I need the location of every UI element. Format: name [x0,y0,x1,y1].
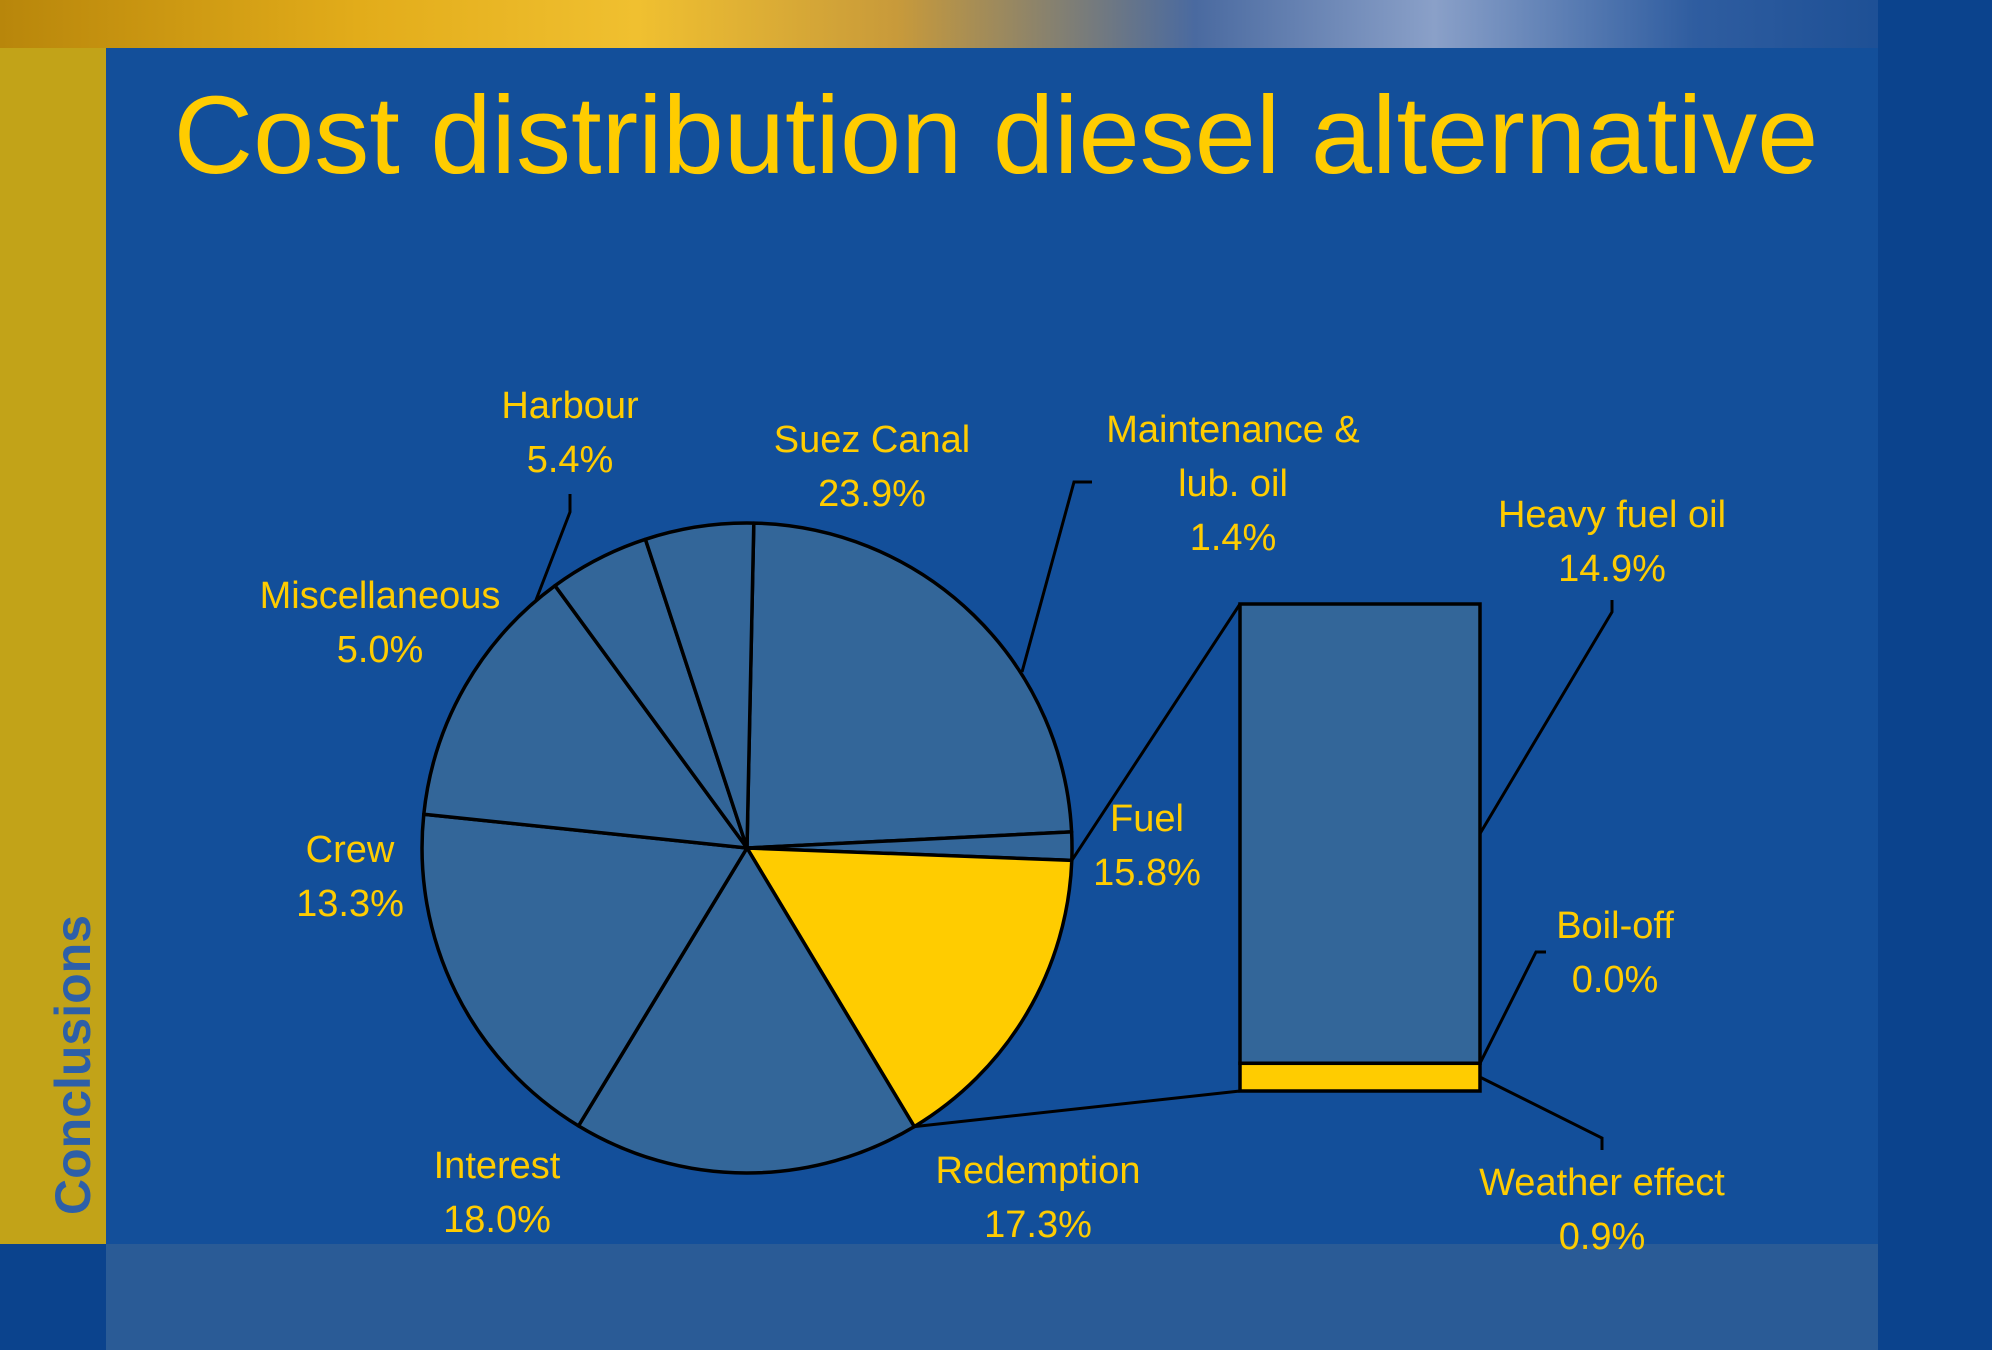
slice-label-redemption: Redemption [936,1150,1141,1192]
slice-label-harbour: Harbour [501,385,639,427]
pie-slice-fuel [745,846,1074,1129]
left-strip-bottom [0,1244,106,1350]
connector-line-bottom [914,1089,1241,1129]
bar-label-heavy-fuel-oil: Heavy fuel oil [1498,494,1726,536]
slice-value-miscellaneous: 5.0% [337,629,424,671]
pie-slice-harbour [643,521,756,850]
pie-chart: Suez Canal 23.9% Maintenance & lub. oil 1.4%… [260,385,1360,1246]
bar-leader-boil-off [1478,950,1546,1064]
pie-slice-crew [422,583,749,850]
pie-slice-redemption [576,846,917,1175]
leader-line-maintenance [1020,480,1092,673]
pie-slice-interest [420,812,749,1128]
bar-value-boil-off: 0.0% [1572,959,1659,1001]
bar-segment-heavy-fuel-oil [1238,602,1482,1066]
slice-value-crew: 13.3% [296,883,404,925]
slice-label-maintenance: Maintenance & [1106,409,1360,451]
top-banner [0,0,1992,48]
leader-line-harbour [534,494,572,601]
bar-value-heavy-fuel-oil: 14.9% [1558,548,1666,590]
bar-label-weather-effect: Weather effect [1479,1162,1725,1204]
slice-value-redemption: 17.3% [984,1204,1092,1246]
slice-value-harbour: 5.4% [527,439,614,481]
connector-line-top [1070,603,1242,862]
slice-value-fuel: 15.8% [1093,852,1201,894]
slice-label-miscellaneous: Miscellaneous [260,575,501,617]
bar-leader-heavy-fuel-oil [1478,600,1614,835]
left-strip [0,48,106,1244]
slide-title: Cost distribution diesel alternative [173,74,1819,197]
bar-label-boil-off: Boil-off [1556,905,1674,947]
slice-label-crew: Crew [306,829,395,871]
bar-value-weather-effect: 0.9% [1559,1216,1646,1258]
fuel-breakdown-bar: Heavy fuel oil 14.9% Boil-off 0.0% Weather e… [914,494,1726,1258]
bottom-band [106,1244,1878,1350]
bar-segment-weather-effect [1238,1061,1482,1093]
slice-value-maintenance: 1.4% [1190,517,1277,559]
bar-leader-weather-effect [1479,1075,1604,1150]
slice-label-fuel: Fuel [1110,798,1184,840]
slice-label-maintenance-line2: lub. oil [1178,463,1288,505]
slice-value-interest: 18.0% [443,1199,551,1241]
right-strip [1878,0,1992,1350]
slice-value-suez-canal: 23.9% [818,473,926,515]
slice-label-interest: Interest [434,1145,561,1187]
pie-slice-suez-canal [745,521,1074,850]
slice-label-suez-canal: Suez Canal [774,419,970,461]
